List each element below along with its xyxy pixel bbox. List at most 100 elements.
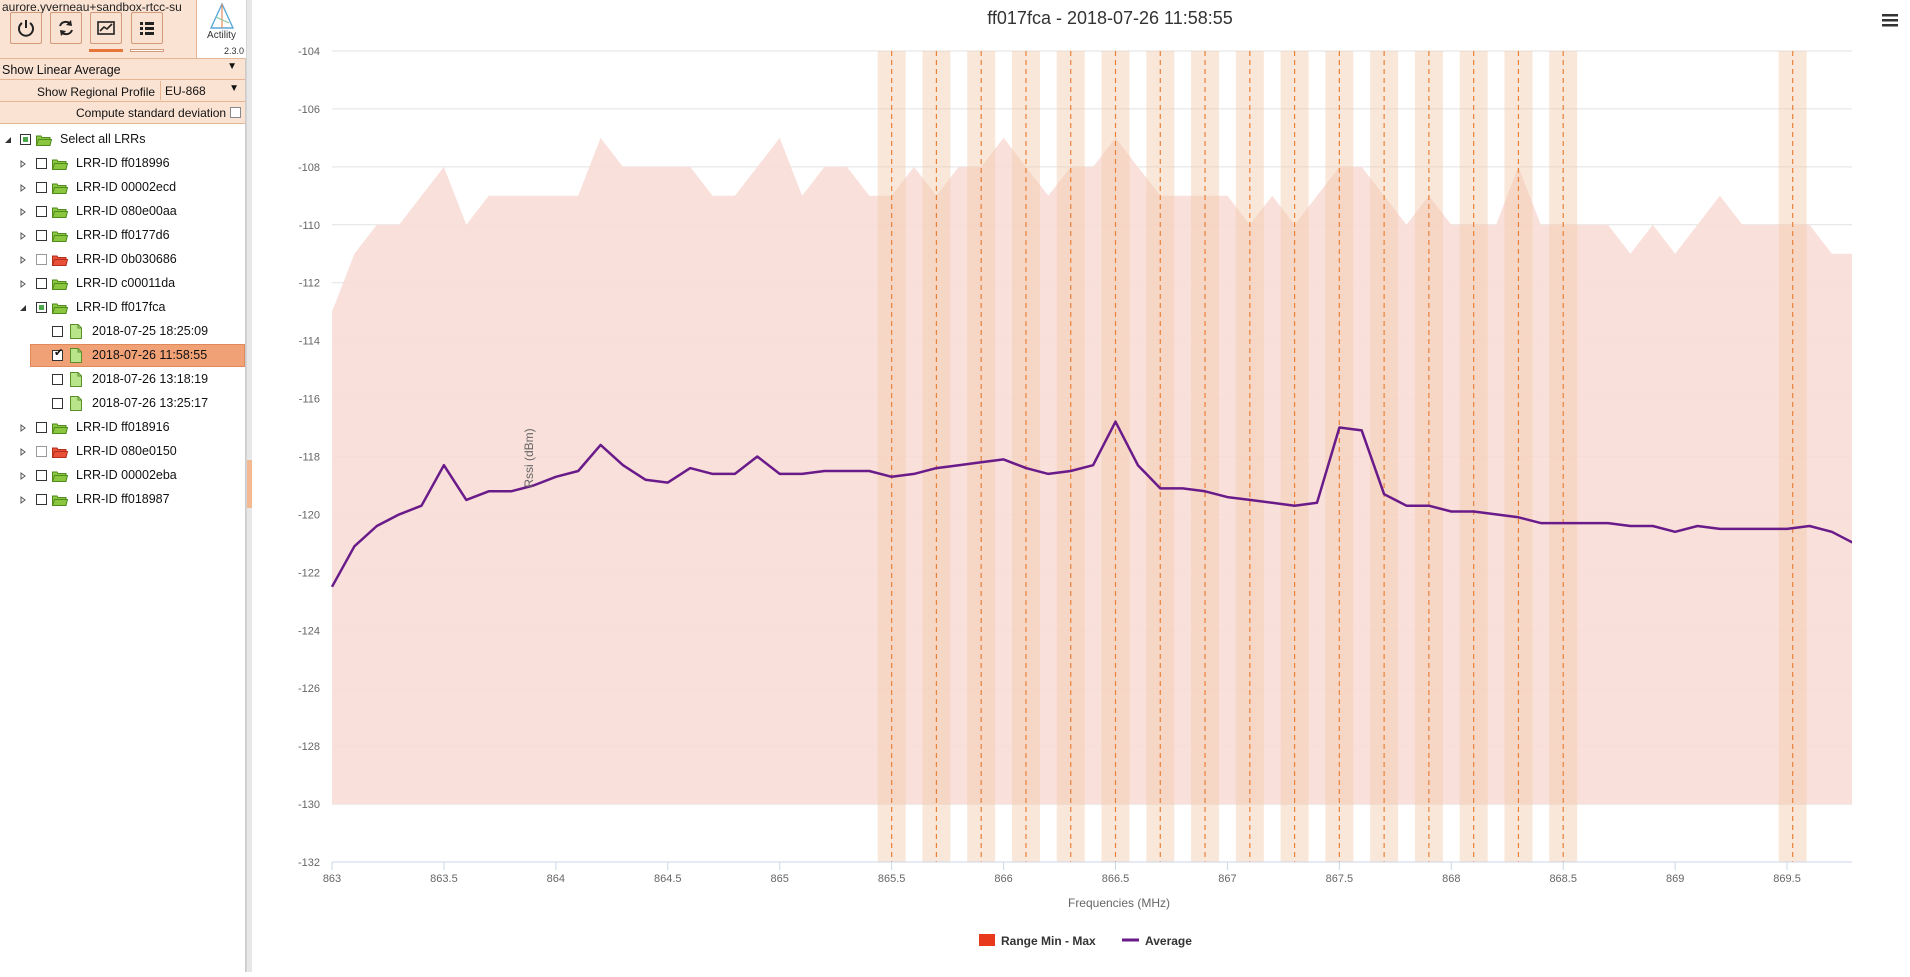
logo-text: Actility bbox=[207, 30, 236, 41]
lrr-checkbox[interactable] bbox=[36, 302, 47, 313]
std-dev-checkbox[interactable] bbox=[230, 107, 241, 118]
capture-label: 2018-07-26 13:18:19 bbox=[92, 372, 209, 386]
capture-label: 2018-07-26 11:58:55 bbox=[92, 348, 208, 362]
x-tick-label: 865.5 bbox=[878, 873, 906, 885]
lrr-checkbox[interactable] bbox=[36, 494, 47, 505]
y-tick-label: -120 bbox=[298, 509, 320, 521]
expand-icon[interactable] bbox=[19, 232, 27, 240]
lrr-label: LRR-ID 00002ecd bbox=[76, 180, 177, 194]
x-tick-label: 869.5 bbox=[1773, 873, 1801, 885]
y-axis-label: Rssi (dBm) bbox=[522, 428, 536, 487]
lrr-checkbox[interactable] bbox=[36, 206, 47, 217]
list-icon bbox=[140, 22, 154, 35]
check-mark-icon: ✔ bbox=[54, 347, 64, 359]
lrr-checkbox[interactable] bbox=[36, 422, 47, 433]
lrr-checkbox[interactable] bbox=[36, 182, 47, 193]
tree-row-lrr[interactable]: LRR-ID ff018996 bbox=[0, 152, 245, 176]
tree-row-capture[interactable]: 2018-07-26 13:25:17 bbox=[0, 392, 245, 416]
lrr-checkbox[interactable] bbox=[36, 230, 47, 241]
tree-row-lrr[interactable]: LRR-ID 080e00aa bbox=[0, 200, 245, 224]
folder-icon bbox=[52, 471, 68, 482]
tree-row-capture[interactable]: 2018-07-25 18:25:09 bbox=[0, 320, 245, 344]
collapse-icon[interactable] bbox=[19, 304, 27, 312]
expand-icon[interactable] bbox=[19, 424, 27, 432]
tree-row-lrr[interactable]: LRR-ID 080e0150 bbox=[0, 440, 245, 464]
folder-icon bbox=[52, 159, 68, 170]
expand-icon[interactable] bbox=[19, 208, 27, 216]
list-view-indicator bbox=[130, 49, 164, 52]
tree-row-lrr[interactable]: LRR-ID 00002ecd bbox=[0, 176, 245, 200]
select-all-checkbox[interactable] bbox=[20, 134, 31, 145]
file-icon bbox=[70, 396, 82, 411]
chart-legend: Range Min - Max Average bbox=[979, 934, 1192, 948]
capture-checkbox[interactable] bbox=[52, 374, 63, 385]
tree-row-select-all[interactable]: Select all LRRs bbox=[0, 128, 245, 152]
refresh-icon bbox=[59, 20, 73, 36]
y-tick-label: -116 bbox=[299, 394, 320, 406]
expand-icon[interactable] bbox=[19, 448, 27, 456]
regional-profile-select[interactable]: EU-868 ▼ bbox=[160, 81, 245, 100]
y-tick-label: -126 bbox=[298, 683, 320, 695]
lrr-checkbox[interactable] bbox=[36, 470, 47, 481]
lrr-checkbox[interactable] bbox=[36, 254, 47, 265]
range-min-max-area bbox=[332, 137, 1899, 805]
actility-logo: Actility 2.3.0 bbox=[196, 0, 246, 58]
folder-icon bbox=[36, 135, 52, 146]
tree-row-capture[interactable]: ✔ 2018-07-26 11:58:55 bbox=[0, 344, 245, 368]
legend-range-label[interactable]: Range Min - Max bbox=[1001, 934, 1096, 948]
expand-icon[interactable] bbox=[19, 160, 27, 168]
lrr-label: LRR-ID 080e00aa bbox=[76, 204, 177, 218]
lrr-label: LRR-ID ff017fca bbox=[76, 300, 166, 314]
panel-splitter[interactable] bbox=[246, 0, 252, 972]
capture-checkbox[interactable] bbox=[52, 326, 63, 337]
lrr-checkbox[interactable] bbox=[36, 158, 47, 169]
x-tick-label: 863 bbox=[323, 873, 341, 885]
tree-row-lrr[interactable]: LRR-ID 0b030686 bbox=[0, 248, 245, 272]
y-tick-label: -118 bbox=[299, 452, 320, 464]
sidebar: aurore.yverneau+sandbox-rtcc-su Actility… bbox=[0, 0, 246, 972]
tree-row-lrr[interactable]: LRR-ID ff018987 bbox=[0, 488, 245, 512]
chart-menu-icon[interactable] bbox=[1880, 10, 1900, 30]
x-tick-label: 864.5 bbox=[654, 873, 682, 885]
expand-icon[interactable] bbox=[19, 184, 27, 192]
lrr-checkbox[interactable] bbox=[36, 446, 47, 457]
selected-row-highlight bbox=[30, 344, 245, 367]
average-mode-select[interactable]: Show Linear Average ▼ bbox=[0, 59, 245, 80]
legend-range-swatch[interactable] bbox=[979, 934, 995, 946]
tree-row-lrr[interactable]: LRR-ID ff017fca bbox=[0, 296, 245, 320]
folder-icon bbox=[52, 303, 68, 314]
channel-bands bbox=[877, 51, 1807, 862]
expand-icon[interactable] bbox=[19, 256, 27, 264]
folder-red-icon bbox=[52, 255, 68, 266]
x-axis-label: Frequencies (MHz) bbox=[1068, 896, 1170, 910]
expand-icon[interactable] bbox=[19, 496, 27, 504]
tree-row-lrr[interactable]: LRR-ID ff018916 bbox=[0, 416, 245, 440]
lrr-checkbox[interactable] bbox=[36, 278, 47, 289]
power-button[interactable] bbox=[10, 12, 42, 44]
chart-view-button[interactable] bbox=[90, 12, 122, 44]
folder-red-icon bbox=[52, 447, 68, 458]
tree-row-lrr[interactable]: LRR-ID c00011da bbox=[0, 272, 245, 296]
tree-row-lrr[interactable]: LRR-ID ff0177d6 bbox=[0, 224, 245, 248]
splitter-handle[interactable] bbox=[247, 460, 252, 508]
toolbar: aurore.yverneau+sandbox-rtcc-su Actility… bbox=[0, 0, 246, 59]
tree-row-capture[interactable]: 2018-07-26 13:18:19 bbox=[0, 368, 245, 392]
refresh-button[interactable] bbox=[50, 12, 82, 44]
capture-checkbox[interactable]: ✔ bbox=[52, 347, 64, 361]
legend-average-label[interactable]: Average bbox=[1145, 934, 1192, 948]
expand-icon[interactable] bbox=[19, 280, 27, 288]
y-tick-label: -122 bbox=[298, 567, 320, 579]
rssi-chart: ff017fca - 2018-07-26 11:58:55 863 863.5 8… bbox=[298, 8, 1908, 948]
regional-profile-value: EU-868 bbox=[165, 84, 206, 98]
average-mode-value: Show Linear Average bbox=[2, 63, 121, 77]
regional-profile-label: Show Regional Profile bbox=[37, 85, 156, 99]
expand-icon[interactable] bbox=[19, 472, 27, 480]
average-line[interactable] bbox=[330, 420, 1901, 608]
list-view-button[interactable] bbox=[131, 12, 163, 44]
tree-toggle-icon[interactable] bbox=[4, 136, 12, 144]
tree-row-lrr[interactable]: LRR-ID 00002eba bbox=[0, 464, 245, 488]
capture-checkbox[interactable] bbox=[52, 398, 63, 409]
chevron-down-icon: ▼ bbox=[229, 83, 239, 94]
std-dev-row: Compute standard deviation bbox=[0, 102, 245, 124]
lrr-tree: Select all LRRs LRR-ID ff018996 LRR-ID 000… bbox=[0, 124, 245, 512]
